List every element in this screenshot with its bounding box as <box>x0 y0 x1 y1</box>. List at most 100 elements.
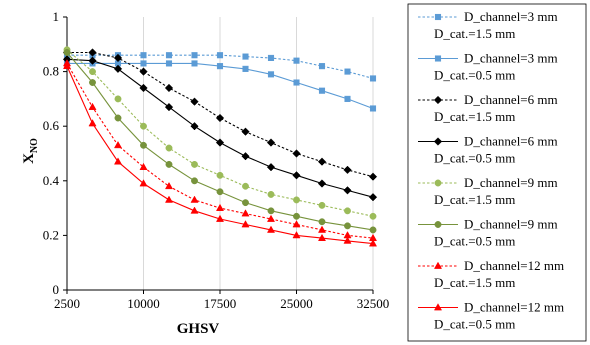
data-point <box>190 122 199 131</box>
legend-marker <box>434 55 442 62</box>
legend-marker <box>433 95 443 105</box>
data-point <box>191 60 198 67</box>
data-point <box>369 226 377 234</box>
legend: D_channel=3 mmD_cat.=1.5 mmD_channel=3 m… <box>418 9 564 332</box>
data-point <box>293 79 300 86</box>
data-point <box>88 119 97 127</box>
data-point <box>267 207 275 215</box>
series-7 <box>62 59 378 241</box>
data-point <box>292 220 301 228</box>
legend-marker <box>433 137 443 146</box>
legend-label-channel: D_channel=12 mm <box>464 300 564 315</box>
data-point <box>89 68 96 76</box>
data-point <box>165 60 173 67</box>
data-point <box>267 71 275 78</box>
y-tick-label: 0.8 <box>43 64 59 79</box>
data-point <box>165 160 173 168</box>
data-point <box>266 214 276 222</box>
data-point <box>369 105 377 112</box>
legend-label-channel: D_channel=9 mm <box>464 175 558 190</box>
data-point <box>139 83 148 93</box>
data-point <box>216 63 224 70</box>
data-point <box>216 188 224 196</box>
series-group <box>62 46 378 247</box>
data-point <box>165 144 173 152</box>
legend-label-channel: D_channel=6 mm <box>464 92 558 107</box>
legend-marker <box>434 13 442 21</box>
data-point <box>190 195 199 203</box>
data-point <box>317 233 327 241</box>
data-point <box>267 191 275 198</box>
data-point <box>242 65 249 72</box>
data-point <box>89 79 96 86</box>
data-point <box>317 157 327 166</box>
data-point <box>113 64 123 74</box>
data-point <box>215 203 225 211</box>
legend-marker <box>434 221 442 228</box>
data-point <box>368 172 378 181</box>
x-tick-label: 25000 <box>280 296 313 311</box>
data-point <box>190 206 199 214</box>
legend-entry-5: D_channel=9 mm D_cat.=1.5 mm <box>418 175 558 207</box>
data-point <box>242 199 249 207</box>
legend-label-catalyst: D_cat.=0.5 mm <box>434 234 515 249</box>
data-point <box>88 56 97 65</box>
data-point <box>293 212 300 220</box>
legend-marker <box>433 303 443 311</box>
data-point <box>368 193 378 202</box>
data-point <box>139 162 148 170</box>
legend-entry-1: D_channel=3 mm D_cat.=1.5 mm <box>418 9 558 41</box>
legend-label-channel: D_channel=12 mm <box>464 258 564 273</box>
data-point <box>113 53 123 63</box>
data-point <box>114 95 122 103</box>
legend-label-catalyst: D_cat.=0.5 mm <box>434 151 515 166</box>
data-point <box>140 60 147 67</box>
data-point <box>140 52 147 59</box>
data-point <box>318 218 326 226</box>
data-point <box>318 87 326 94</box>
data-point <box>343 186 352 195</box>
tick-labels: 0 0.2 0.4 0.6 0.8 1 2500 10000 17500 25000 32500 <box>43 9 390 311</box>
series-2 <box>63 60 377 112</box>
data-point <box>216 171 224 179</box>
data-point <box>164 83 174 93</box>
data-point <box>191 160 198 168</box>
legend-label-catalyst: D_cat.=1.5 mm <box>434 26 515 41</box>
legend-label-catalyst: D_cat.=0.5 mm <box>434 68 515 83</box>
legend-entry-6: D_channel=9 mm D_cat.=0.5 mm <box>418 217 558 249</box>
data-point <box>113 157 123 165</box>
data-point <box>293 196 300 204</box>
x-tick-label: 32500 <box>357 296 390 311</box>
data-point <box>62 61 72 69</box>
y-axis-title-subscript: NO <box>29 138 40 153</box>
data-point <box>344 207 351 215</box>
data-point <box>318 63 326 70</box>
data-point <box>292 149 301 158</box>
data-point <box>267 54 275 62</box>
data-point <box>215 214 225 222</box>
y-tick-label: 0 <box>53 282 60 297</box>
series-8 <box>62 61 378 247</box>
data-point <box>88 102 97 110</box>
x-tick-label: 10000 <box>127 296 160 311</box>
data-point <box>165 52 173 59</box>
data-point <box>139 179 148 187</box>
data-point <box>164 195 174 203</box>
data-point <box>139 67 148 76</box>
data-point <box>266 138 276 147</box>
data-point <box>215 138 225 147</box>
legend-label-catalyst: D_cat.=0.5 mm <box>434 317 515 332</box>
axes <box>63 16 374 294</box>
x-axis-title: GHSV <box>177 321 220 337</box>
data-point <box>241 127 250 136</box>
legend-entry-7: D_channel=12 mm D_cat.=1.5 mm <box>418 258 564 290</box>
data-point <box>317 225 327 233</box>
y-tick-label: 1 <box>53 9 60 24</box>
x-tick-label: 2500 <box>54 296 80 311</box>
data-point <box>318 201 326 209</box>
data-point <box>88 48 97 57</box>
y-axis-title-main: X <box>21 153 37 164</box>
series-5 <box>63 46 377 220</box>
legend-entry-3: D_channel=6 mm D_cat.=1.5 mm <box>418 92 558 124</box>
